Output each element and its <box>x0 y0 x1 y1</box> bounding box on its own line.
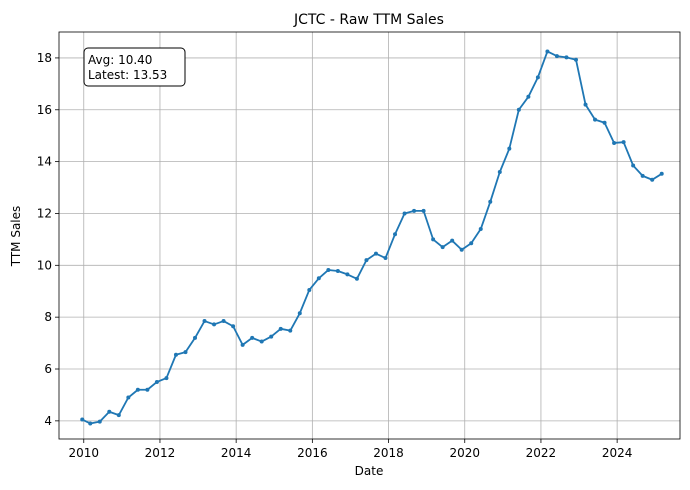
data-point <box>602 120 607 125</box>
y-tick-label: 16 <box>37 103 52 117</box>
data-point <box>631 163 636 168</box>
data-point <box>364 258 369 263</box>
data-point <box>478 227 483 232</box>
x-tick-label: 2012 <box>145 446 176 460</box>
data-point <box>545 49 550 54</box>
x-tick-label: 2016 <box>297 446 328 460</box>
x-tick-label: 2010 <box>68 446 99 460</box>
y-tick-label: 10 <box>37 258 52 272</box>
data-point <box>145 387 150 392</box>
annotation-avg: Avg: 10.40 <box>88 53 152 67</box>
data-point <box>402 211 407 216</box>
data-point <box>173 352 178 357</box>
data-point <box>497 169 502 174</box>
annotation-box-frame <box>83 47 186 87</box>
data-point <box>326 267 331 272</box>
y-tick-label: 4 <box>44 414 52 428</box>
y-tick-label: 8 <box>44 310 52 324</box>
data-point <box>516 107 521 112</box>
data-point <box>307 287 312 292</box>
data-point <box>231 324 236 329</box>
data-point <box>250 335 255 340</box>
y-axis-label: TTM Sales <box>9 206 23 268</box>
data-point <box>659 171 664 176</box>
data-point <box>469 241 474 246</box>
data-point <box>564 55 569 60</box>
data-point <box>164 376 169 381</box>
data-point <box>507 146 512 151</box>
x-axis-ticks: 2010 2012 2014 2016 2018 2020 2022 2024 <box>68 439 632 460</box>
data-point <box>354 276 359 281</box>
data-point <box>202 319 207 324</box>
data-point <box>593 117 598 122</box>
x-tick-label: 2020 <box>449 446 480 460</box>
data-point <box>183 350 188 355</box>
x-tick-label: 2024 <box>602 446 633 460</box>
data-point <box>421 208 426 213</box>
data-point <box>640 173 645 178</box>
data-point <box>212 322 217 327</box>
y-axis-ticks: 4 6 8 10 12 14 16 18 <box>37 51 59 428</box>
data-point <box>450 238 455 243</box>
plot-frame <box>58 31 681 440</box>
data-point <box>612 140 617 145</box>
data-point <box>383 256 388 261</box>
data-point <box>278 326 283 331</box>
data-point <box>126 395 131 400</box>
data-point <box>154 379 159 384</box>
x-tick-label: 2022 <box>526 446 557 460</box>
x-axis-label: Date <box>355 464 384 478</box>
data-point <box>583 102 588 107</box>
series-group <box>80 49 664 426</box>
data-point <box>554 54 559 59</box>
data-point <box>459 247 464 252</box>
x-tick-label: 2014 <box>221 446 252 460</box>
y-tick-label: 18 <box>37 51 52 65</box>
annotation-latest: Latest: 13.53 <box>88 68 167 82</box>
data-point <box>221 319 226 324</box>
data-point <box>80 417 85 422</box>
data-point <box>431 237 436 242</box>
data-point <box>240 342 245 347</box>
data-point <box>535 75 540 80</box>
data-point <box>335 269 340 274</box>
x-tick-label: 2018 <box>373 446 404 460</box>
data-point <box>650 177 655 182</box>
y-tick-label: 14 <box>37 155 52 169</box>
data-point <box>316 276 321 281</box>
data-point <box>393 232 398 237</box>
y-tick-label: 6 <box>44 362 52 376</box>
data-point <box>259 339 264 344</box>
data-point <box>345 272 350 277</box>
data-point <box>107 409 112 414</box>
data-point <box>488 199 493 204</box>
data-point <box>193 335 198 340</box>
data-point <box>440 245 445 250</box>
data-point <box>573 57 578 62</box>
data-point <box>621 140 626 145</box>
grid <box>59 32 680 439</box>
data-point <box>269 334 274 339</box>
chart-title: JCTC - Raw TTM Sales <box>293 12 444 28</box>
data-point <box>373 251 378 256</box>
y-tick-label: 12 <box>37 206 52 220</box>
data-point <box>135 387 140 392</box>
data-point <box>297 311 302 316</box>
data-point <box>526 94 531 99</box>
data-point <box>88 421 93 426</box>
data-point <box>288 328 293 333</box>
annotation-box: Avg: 10.40 Latest: 13.53 <box>83 47 186 87</box>
data-point <box>97 419 102 424</box>
data-point <box>412 208 417 213</box>
data-point <box>116 413 121 418</box>
